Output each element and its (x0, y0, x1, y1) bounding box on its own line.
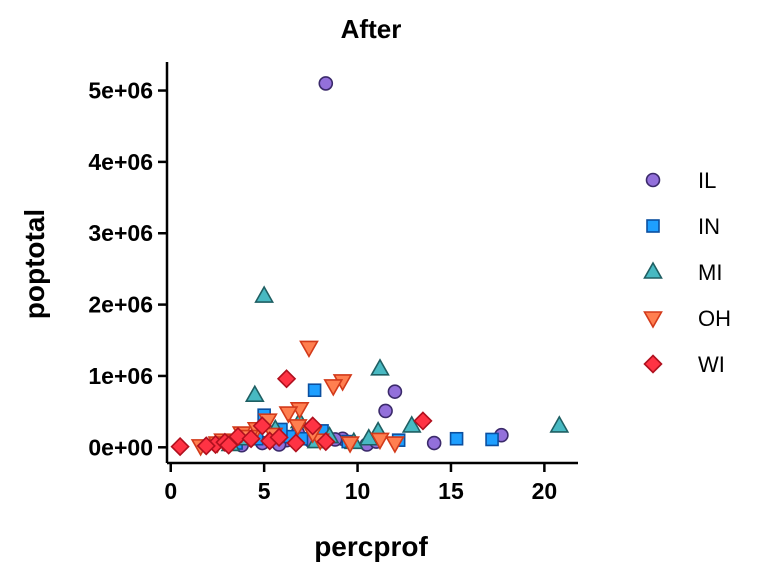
legend-label: IL (698, 168, 716, 193)
data-point-oh (323, 379, 344, 397)
data-point-oh (278, 406, 299, 424)
legend-label: OH (698, 306, 731, 331)
x-ticks: 0 5 10 15 20 (164, 463, 557, 504)
data-point-in (485, 432, 499, 447)
data-point-il (426, 435, 442, 451)
legend-label: MI (698, 260, 722, 285)
x-tick-label: 5 (258, 478, 271, 504)
data-point-il (387, 384, 403, 399)
data-point-in (449, 431, 464, 446)
legend: IL IN MI OH WI (643, 168, 731, 377)
y-ticks: 0e+00 1e+06 2e+06 3e+06 4e+06 5e+06 (88, 78, 167, 460)
y-tick-label: 1e+06 (88, 363, 153, 389)
x-tick-label: 0 (164, 478, 177, 504)
data-point-mi (244, 384, 265, 403)
legend-item-wi: WI (643, 352, 725, 377)
axes: 0 5 10 15 20 0e+00 1e+06 2e+06 3e+06 4e+06 5e+06 (88, 62, 578, 504)
data-point-wi (413, 411, 433, 431)
series-il (234, 76, 509, 453)
legend-label: WI (698, 352, 725, 377)
y-tick-label: 4e+06 (88, 149, 153, 175)
data-point-oh (370, 432, 390, 451)
legend-item-il: IL (645, 168, 716, 193)
legend-item-in: IN (646, 214, 720, 239)
data-point-mi (254, 285, 275, 303)
y-tick-label: 5e+06 (88, 78, 153, 104)
data-point-wi (241, 429, 261, 449)
data-point-mi (401, 415, 422, 433)
legend-key-wi (643, 354, 663, 374)
data-point-wi (219, 435, 239, 455)
data-point-wi (269, 427, 289, 447)
data-point-oh (385, 436, 405, 454)
legend-item-oh: OH (643, 306, 731, 331)
data-point-wi (252, 416, 272, 436)
x-axis-title: percprof (314, 531, 428, 562)
series-wi (170, 369, 433, 457)
data-point-oh (340, 436, 360, 454)
legend-key-in (646, 219, 660, 233)
data-point-il (318, 76, 334, 91)
data-point-wi (303, 416, 323, 436)
data-point-wi (170, 436, 190, 457)
data-point-in (307, 383, 322, 398)
data-point-oh (287, 419, 308, 437)
legend-key-il (645, 172, 661, 188)
x-tick-label: 15 (438, 478, 464, 504)
y-tick-label: 3e+06 (88, 220, 153, 246)
y-tick-label: 0e+00 (88, 434, 153, 460)
y-axis-title: poptotal (19, 209, 50, 319)
data-point-wi (276, 369, 297, 389)
plot-area (170, 76, 570, 457)
data-point-mi (549, 415, 570, 433)
legend-item-mi: MI (643, 260, 722, 285)
data-point-wi (196, 436, 216, 456)
data-point-wi (286, 433, 306, 453)
data-point-wi (316, 431, 336, 452)
x-tick-label: 20 (532, 478, 558, 504)
legend-key-oh (643, 311, 663, 329)
y-tick-label: 2e+06 (88, 292, 153, 318)
series-mi (220, 285, 570, 452)
data-point-il (378, 403, 393, 419)
legend-label: IN (698, 214, 720, 239)
chart-title: After (341, 14, 402, 44)
data-point-oh (299, 340, 319, 359)
x-tick-label: 10 (345, 478, 371, 504)
data-point-mi (370, 358, 390, 376)
legend-key-mi (643, 261, 663, 279)
